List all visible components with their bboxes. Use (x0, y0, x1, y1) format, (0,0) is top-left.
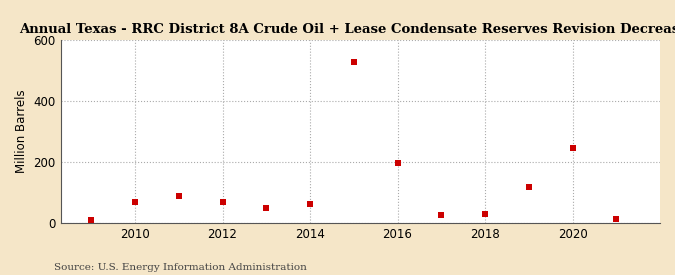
Text: Annual Texas - RRC District 8A Crude Oil + Lease Condensate Reserves Revision De: Annual Texas - RRC District 8A Crude Oil… (19, 23, 675, 36)
Point (348, 60, 359, 64)
Point (436, 213, 447, 218)
Point (392, 160, 403, 165)
Point (261, 205, 271, 210)
Point (523, 185, 534, 189)
Y-axis label: Million Barrels: Million Barrels (15, 90, 28, 173)
Point (304, 202, 315, 206)
Point (130, 200, 140, 204)
Point (173, 194, 184, 198)
Point (611, 217, 622, 221)
Point (86, 218, 97, 222)
Text: Source: U.S. Energy Information Administration: Source: U.S. Energy Information Administ… (54, 263, 307, 272)
Point (567, 146, 578, 150)
Point (217, 200, 228, 204)
Point (480, 211, 491, 216)
